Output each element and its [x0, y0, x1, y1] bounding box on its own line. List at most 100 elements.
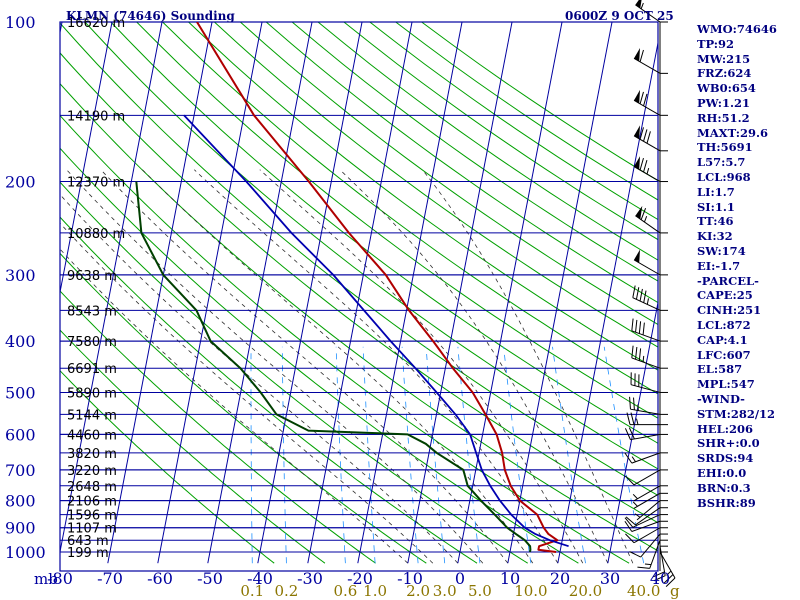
temperature-tick-label: -40: [247, 569, 273, 588]
wind-barb-feather: [635, 319, 638, 333]
wind-barb: [630, 372, 668, 393]
mixing-ratio-line: [503, 346, 532, 564]
sounding-index: LCL:872: [697, 317, 751, 332]
sounding-index: EI:-1.7: [697, 258, 741, 273]
wind-barb: [626, 412, 668, 426]
wind-barb-feather: [637, 566, 650, 569]
wind-barb-staff: [630, 433, 661, 441]
wind-barb-feather: [639, 158, 644, 171]
mixing-ratio-label: 20.0: [569, 582, 602, 600]
wind-barb-halffeather: [666, 570, 672, 576]
wind-barb-staff: [636, 500, 661, 521]
wind-barb-feather: [638, 321, 642, 334]
wind-barb-feather: [631, 318, 634, 331]
mixing-unit-label: g: [670, 582, 680, 600]
wind-barb: [633, 125, 668, 152]
wind-barb-pennant: [634, 125, 640, 139]
pressure-tick-label: 400: [5, 332, 36, 351]
height-label: 7580 m: [67, 335, 117, 350]
mixing-ratio-line: [401, 346, 419, 564]
temperature-tick-label: 10: [500, 569, 520, 588]
wind-barb-pennant: [635, 205, 643, 220]
isotherm: [507, 22, 613, 564]
height-label: 1107 m: [67, 522, 117, 537]
sounding-index: BRN:0.3: [697, 480, 751, 495]
wind-barb-feather: [628, 427, 635, 440]
sounding-index: SRDS:94: [697, 451, 754, 466]
sounding-index: SW:174: [697, 243, 746, 258]
dry-adiabat: [110, 22, 658, 444]
wind-barb-pennant: [635, 0, 642, 9]
isotherm: [357, 22, 463, 564]
wind-barb-staff: [635, 4, 661, 23]
wind-barb-feather: [639, 288, 643, 302]
wind-barb-feather: [633, 397, 635, 410]
sounding-index: EHI:0.0: [697, 465, 747, 480]
temperature-tick-label: -20: [347, 569, 373, 588]
wind-barb-pennant: [634, 48, 640, 62]
dry-adiabat: [60, 147, 579, 564]
mixing-ratio-label: 0.1: [240, 582, 264, 600]
sounding-index: SHR+:0.0: [697, 436, 760, 451]
moist-adiabat: [422, 169, 634, 564]
height-label: 4460 m: [67, 428, 117, 443]
wind-barb-staff: [633, 485, 661, 502]
sounding-index: -WIND-: [697, 391, 745, 406]
dry-adiabat: [60, 181, 528, 564]
dry-adiabat: [60, 114, 630, 564]
wind-barb-halffeather: [643, 216, 648, 223]
wind-barb-feather: [643, 160, 648, 173]
height-label: 2106 m: [67, 495, 117, 510]
isotherm: [557, 40, 658, 564]
moist-adiabat: [259, 169, 584, 564]
sounding-index: LFC:607: [697, 347, 751, 362]
temperature-tick-label: 0: [455, 569, 465, 588]
pressure-tick-label: 100: [5, 13, 36, 32]
wind-barb-feather: [638, 348, 642, 361]
isotherm: [60, 22, 113, 295]
wind-barb-feather: [624, 428, 631, 440]
isotherm: [257, 22, 363, 564]
pressure-tick-label: 700: [5, 461, 36, 480]
isotherm: [607, 299, 658, 564]
dry-adiabat: [239, 22, 658, 326]
isotherm: [60, 22, 63, 36]
pressure-unit-label: mb: [34, 570, 58, 588]
wind-barb: [624, 427, 668, 441]
temperature-tick-label: 30: [600, 569, 620, 588]
mixing-ratio-line: [362, 346, 376, 564]
sounding-index: EL:587: [697, 362, 743, 377]
wind-barb: [624, 452, 668, 464]
wind-barb: [633, 48, 668, 74]
wind-barb: [634, 500, 668, 521]
wind-barb: [625, 507, 668, 526]
mixing-ratio-line: [603, 346, 645, 564]
temperature-tick-label: -10: [397, 569, 423, 588]
wind-barb-feather: [635, 346, 638, 360]
height-label: 199 m: [67, 546, 109, 561]
isotherm: [107, 22, 213, 564]
mixing-ratio-line: [552, 346, 586, 564]
wind-barb-halffeather: [634, 513, 641, 518]
mixing-ratio-label: 5.0: [468, 582, 492, 600]
wind-barb-staff: [633, 99, 661, 116]
wind-barb-pennant: [634, 156, 640, 170]
moist-adiabat: [60, 222, 434, 564]
isotherm: [307, 22, 413, 564]
temperature-tick-label: -80: [47, 569, 73, 588]
wind-barb-feather: [629, 396, 631, 410]
sounding-title: KLMN (74646) Sounding: [66, 9, 235, 23]
sounding-index: MPL:547: [697, 377, 755, 392]
sounding-index: WB0:654: [697, 81, 756, 96]
height-label: 643 m: [67, 534, 109, 549]
wind-barb-halffeather: [632, 493, 638, 500]
height-label: 6691 m: [67, 362, 117, 377]
wind-barb-staff: [631, 452, 661, 464]
wind-barb-halffeather: [631, 456, 636, 463]
dry-adiabat: [214, 22, 658, 348]
sounding-index: STM:282/12: [697, 406, 776, 421]
pressure-tick-label: 900: [5, 519, 36, 538]
isotherm: [60, 22, 163, 555]
